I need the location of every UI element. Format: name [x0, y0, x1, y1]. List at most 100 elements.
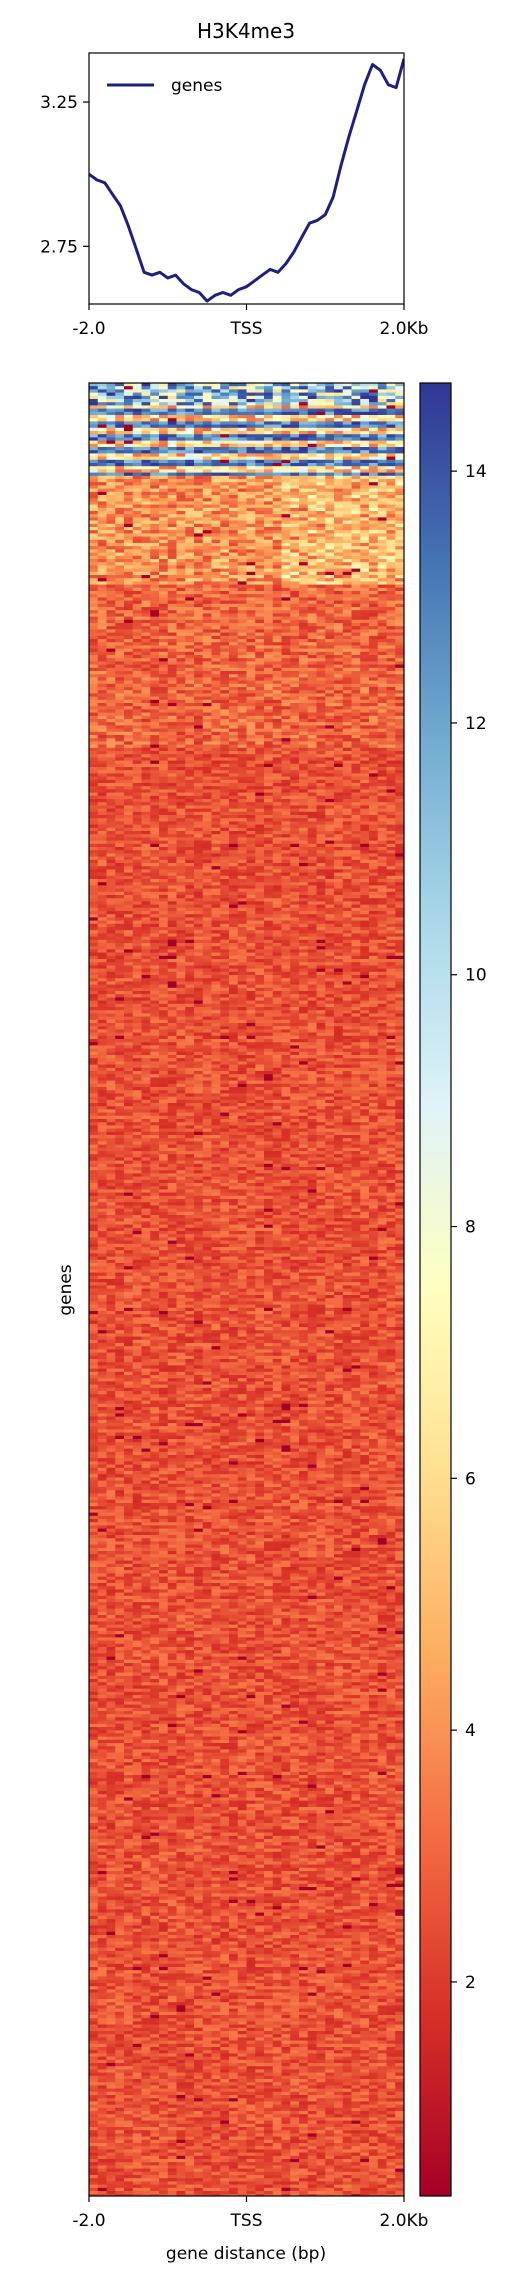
heatmap-cell	[168, 585, 177, 589]
heatmap-cell	[150, 754, 159, 758]
heatmap-cell	[299, 431, 308, 435]
heatmap-cell	[387, 661, 396, 665]
heatmap-cell	[115, 661, 124, 665]
heatmap-cell	[115, 697, 124, 701]
heatmap-cell	[290, 418, 299, 422]
heatmap-cell	[395, 559, 404, 563]
heatmap-cell	[308, 434, 317, 438]
heatmap-cell	[387, 786, 396, 790]
heatmap-cell	[194, 396, 203, 400]
heatmap-cell	[395, 405, 404, 409]
heatmap-cell	[343, 764, 352, 768]
heatmap-cell	[378, 799, 387, 803]
heatmap-cell	[124, 655, 133, 659]
heatmap-cell	[238, 450, 247, 454]
heatmap-cell	[352, 745, 361, 749]
heatmap-cell	[378, 665, 387, 669]
heatmap-cell	[185, 466, 194, 470]
heatmap-cell	[299, 783, 308, 787]
heatmap-cell	[264, 501, 273, 505]
heatmap-cell	[325, 773, 334, 777]
heatmap-cell	[220, 652, 229, 656]
heatmap-cell	[150, 613, 159, 617]
heatmap-cell	[98, 681, 107, 685]
heatmap-cell	[395, 793, 404, 797]
heatmap-cell	[273, 533, 282, 537]
heatmap-cell	[107, 617, 116, 621]
heatmap-cell	[290, 786, 299, 790]
heatmap-cell	[203, 527, 212, 531]
heatmap-cell	[150, 463, 159, 467]
heatmap-cell	[290, 559, 299, 563]
heatmap-cell	[142, 626, 151, 630]
heatmap-cell	[159, 601, 168, 605]
heatmap-cell	[159, 396, 168, 400]
heatmap-cell	[133, 799, 142, 803]
heatmap-cell	[378, 815, 387, 819]
heatmap-cell	[177, 735, 186, 739]
heatmap-cell	[238, 770, 247, 774]
heatmap-cell	[203, 492, 212, 496]
heatmap-cell	[264, 617, 273, 621]
heatmap-cell	[282, 428, 291, 432]
heatmap-cell	[124, 802, 133, 806]
heatmap-cell	[124, 428, 133, 432]
heatmap-cell	[273, 799, 282, 803]
heatmap-cell	[255, 629, 264, 633]
heatmap-cell	[203, 543, 212, 547]
heatmap-cell	[395, 594, 404, 598]
heatmap-cell	[360, 729, 369, 733]
heatmap-cell	[290, 489, 299, 493]
heatmap-cell	[395, 703, 404, 707]
heatmap-cell	[98, 402, 107, 406]
heatmap-cell	[387, 732, 396, 736]
heatmap-cell	[150, 668, 159, 672]
heatmap-cell	[290, 386, 299, 390]
heatmap-cell	[194, 764, 203, 768]
heatmap-cell	[124, 498, 133, 502]
heatmap-cell	[142, 761, 151, 765]
heatmap-cell	[115, 757, 124, 761]
heatmap-cell	[115, 738, 124, 742]
heatmap-cell	[115, 716, 124, 720]
heatmap-cell	[387, 809, 396, 813]
heatmap-cell	[352, 802, 361, 806]
heatmap-cell	[255, 690, 264, 694]
heatmap-cell	[317, 479, 326, 483]
heatmap-cell	[194, 687, 203, 691]
heatmap-cell	[150, 783, 159, 787]
heatmap-cell	[150, 479, 159, 483]
heatmap-cell	[352, 613, 361, 617]
heatmap-cell	[369, 767, 378, 771]
heatmap-cell	[107, 533, 116, 537]
heatmap-cell	[255, 601, 264, 605]
heatmap-cell	[343, 633, 352, 637]
heatmap-cell	[98, 748, 107, 752]
y-tick-label: 3.25	[40, 93, 78, 113]
heatmap-cell	[115, 623, 124, 627]
heatmap-cell	[124, 719, 133, 723]
heatmap-cell	[107, 684, 116, 688]
heatmap-cell	[299, 521, 308, 525]
heatmap-cell	[177, 594, 186, 598]
heatmap-cell	[264, 620, 273, 624]
heatmap-cell	[308, 661, 317, 665]
heatmap-cell	[220, 399, 229, 403]
heatmap-cell	[290, 754, 299, 758]
heatmap-cell	[150, 418, 159, 422]
heatmap-cell	[159, 434, 168, 438]
heatmap-cell	[115, 389, 124, 393]
heatmap-cell	[290, 725, 299, 729]
heatmap-cell	[247, 725, 256, 729]
heatmap-cell	[247, 463, 256, 467]
heatmap-cell	[387, 428, 396, 432]
heatmap-cell	[282, 735, 291, 739]
heatmap-cell	[299, 818, 308, 822]
heatmap-cell	[150, 617, 159, 621]
heatmap-cell	[150, 441, 159, 445]
heatmap-cell	[369, 559, 378, 563]
heatmap-cell	[124, 463, 133, 467]
heatmap-cell	[317, 665, 326, 669]
heatmap-cell	[194, 610, 203, 614]
heatmap-cell	[89, 495, 98, 499]
